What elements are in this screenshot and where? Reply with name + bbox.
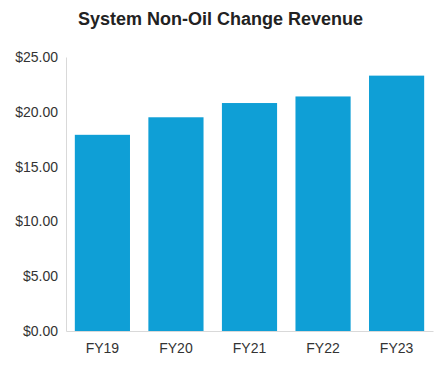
bar [148, 117, 203, 331]
y-tick: $5.00 [23, 268, 58, 284]
plot: $0.00$5.00$10.00$15.00$20.00$25.00FY19FY… [15, 49, 433, 356]
y-tick: $15.00 [15, 159, 58, 175]
bar [75, 135, 130, 331]
x-tick: FY20 [159, 340, 193, 356]
y-tick-label: $5.00 [23, 268, 58, 284]
bar [222, 103, 277, 331]
x-tick: FY23 [380, 340, 414, 356]
y-tick-label: $10.00 [15, 213, 58, 229]
title: System Non-Oil Change Revenue [78, 9, 363, 29]
chart: System Non-Oil Change Revenue$0.00$5.00$… [0, 0, 441, 372]
x-tick: FY21 [233, 340, 267, 356]
x-tick: FY22 [306, 340, 340, 356]
x-tick: FY19 [86, 340, 120, 356]
x-tick-label: FY21 [233, 340, 267, 356]
x-axis: FY19 FY20 FY21 FY22 FY23 [67, 332, 434, 356]
bar [369, 76, 424, 331]
y-axis: $0.00 $5.00 $10.00 $15.00 $20.00 $25.00 [15, 49, 66, 339]
y-tick-label: $15.00 [15, 159, 58, 175]
x-tick-label: FY20 [159, 340, 193, 356]
x-axis-line [67, 331, 434, 332]
y-tick: $10.00 [15, 213, 58, 229]
y-tick-label: $25.00 [15, 49, 58, 65]
y-axis-line [66, 58, 67, 332]
x-tick-label: FY22 [306, 340, 340, 356]
y-tick: $0.00 [23, 323, 58, 339]
bars [75, 76, 424, 331]
y-tick-label: $0.00 [23, 323, 58, 339]
x-tick-label: FY23 [380, 340, 414, 356]
y-tick-label: $20.00 [15, 104, 58, 120]
bar [295, 96, 350, 331]
y-tick: $20.00 [15, 104, 58, 120]
x-tick-label: FY19 [86, 340, 120, 356]
y-tick: $25.00 [15, 49, 58, 65]
